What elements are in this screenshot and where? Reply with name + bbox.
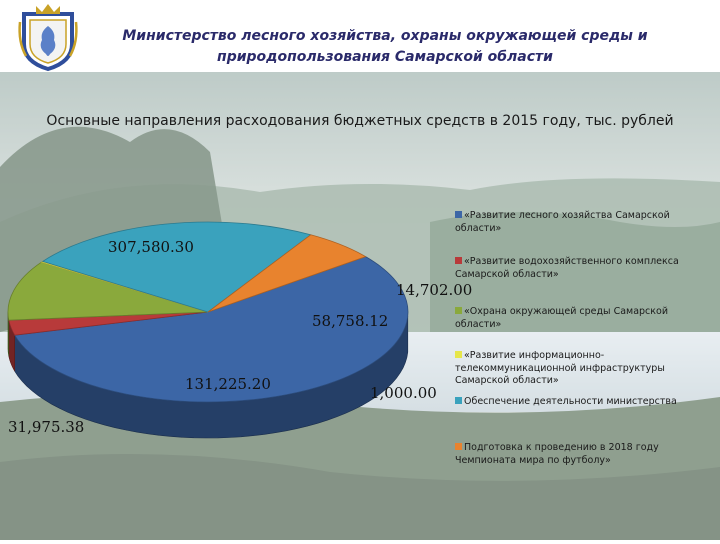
legend-entry-world-cup: Подготовка к проведению в 2018 году Чемп… [455, 442, 710, 467]
pie-slice-world-cup [207, 234, 367, 313]
legend-swatch-environment [455, 307, 462, 314]
legend-swatch-world-cup [455, 443, 462, 450]
legend-entry-ministry-operations: Обеспечение деятельности министерства [455, 396, 710, 409]
ministry-title-line2: природопользования Самарской области [217, 49, 553, 65]
legend-label-forestry: «Развитие лесного хозяйства Самарской об… [455, 210, 670, 234]
legend-label-water: «Развитие водохозяйственного комплекса С… [455, 256, 679, 280]
data-label-ministry-operations: 131,225.20 [185, 375, 271, 393]
pie-slice-environment [7, 261, 209, 321]
data-label-forestry: 307,580.30 [108, 238, 194, 256]
legend-swatch-water [455, 257, 462, 264]
chart-title: Основные направления расходования бюджет… [46, 113, 674, 129]
legend-label-ministry-operations: Обеспечение деятельности министерства [464, 396, 677, 407]
legend-entry-it-infrastructure: «Развитие информационно-телекоммуникацио… [455, 350, 710, 388]
header-bar: Министерство лесного хозяйства, охраны о… [0, 0, 720, 72]
ministry-title-line1: Министерство лесного хозяйства, охраны о… [122, 28, 648, 44]
legend-swatch-forestry [455, 211, 462, 218]
data-label-water: 14,702.00 [396, 281, 473, 299]
legend-entry-water: «Развитие водохозяйственного комплекса С… [455, 256, 710, 281]
pie-slice-forestry [14, 256, 409, 403]
legend-swatch-ministry-operations [455, 397, 462, 404]
coat-of-arms-icon [18, 4, 78, 72]
legend-label-world-cup: Подготовка к проведению в 2018 году Чемп… [455, 442, 659, 466]
legend-entry-forestry: «Развитие лесного хозяйства Самарской об… [455, 210, 710, 235]
legend-swatch-it-infrastructure [455, 351, 462, 358]
pie-slice-ministry-operations [41, 221, 312, 313]
landscape-background [0, 72, 720, 540]
data-label-it-infrastructure: 1,000.00 [370, 384, 437, 402]
legend-label-it-infrastructure: «Развитие информационно-телекоммуникацио… [455, 350, 665, 386]
legend-entry-environment: «Охрана окружающей среды Самарской облас… [455, 306, 710, 331]
data-label-world-cup: 31,975.38 [8, 418, 85, 436]
data-label-environment: 58,758.12 [312, 312, 389, 330]
ministry-title: Министерство лесного хозяйства, охраны о… [90, 26, 680, 68]
legend-label-environment: «Охрана окружающей среды Самарской облас… [455, 306, 668, 330]
